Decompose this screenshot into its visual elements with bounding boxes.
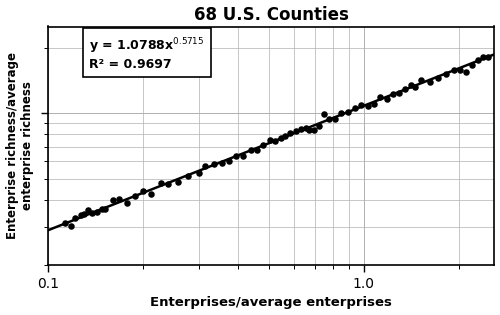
- Title: 68 U.S. Counties: 68 U.S. Counties: [194, 6, 348, 24]
- Point: [324, 117, 332, 122]
- Point: [266, 138, 274, 143]
- Point: [302, 125, 310, 130]
- Point: [462, 70, 470, 75]
- Point: [174, 179, 182, 184]
- Point: [292, 128, 300, 133]
- Point: [389, 91, 397, 96]
- Point: [344, 109, 352, 114]
- Point: [314, 124, 322, 129]
- Point: [225, 158, 233, 163]
- Point: [434, 76, 442, 81]
- Point: [282, 134, 290, 139]
- Point: [80, 211, 88, 216]
- Point: [130, 194, 138, 199]
- Point: [259, 142, 267, 147]
- Point: [370, 101, 378, 106]
- Point: [239, 154, 247, 159]
- Point: [123, 201, 131, 206]
- Point: [102, 206, 110, 211]
- Point: [395, 91, 403, 96]
- Point: [157, 180, 165, 185]
- Point: [468, 62, 476, 67]
- Point: [184, 173, 192, 178]
- Point: [84, 207, 92, 212]
- Point: [277, 135, 285, 140]
- Point: [147, 191, 155, 196]
- Point: [358, 102, 366, 107]
- Point: [426, 79, 434, 84]
- Point: [164, 181, 172, 186]
- Y-axis label: Enterprise richness/average
enterprise richness: Enterprise richness/average enterprise r…: [6, 52, 34, 239]
- Point: [210, 161, 218, 166]
- Point: [480, 55, 488, 60]
- Point: [272, 139, 280, 144]
- Point: [376, 94, 384, 99]
- Point: [456, 67, 464, 72]
- Point: [305, 128, 313, 133]
- Point: [330, 116, 338, 121]
- Point: [139, 189, 147, 194]
- Point: [417, 78, 425, 83]
- X-axis label: Enterprises/average enterprises: Enterprises/average enterprises: [150, 296, 392, 309]
- Point: [412, 84, 420, 89]
- Point: [232, 153, 240, 158]
- Point: [98, 206, 106, 211]
- Point: [383, 96, 391, 101]
- Point: [286, 130, 294, 135]
- Point: [296, 127, 304, 132]
- Point: [108, 197, 116, 202]
- Point: [218, 160, 226, 165]
- Point: [247, 147, 255, 152]
- Point: [88, 210, 96, 215]
- Point: [351, 105, 359, 110]
- Point: [364, 104, 372, 109]
- Text: y = 1.0788x$^{0.5715}$
R² = 0.9697: y = 1.0788x$^{0.5715}$ R² = 0.9697: [89, 37, 204, 71]
- Point: [442, 71, 450, 76]
- Point: [61, 220, 69, 226]
- Point: [474, 58, 482, 63]
- Point: [450, 67, 458, 72]
- Point: [338, 111, 345, 116]
- Point: [93, 209, 101, 214]
- Point: [406, 83, 414, 88]
- Point: [194, 171, 202, 176]
- Point: [202, 163, 209, 168]
- Point: [484, 54, 492, 59]
- Point: [115, 197, 123, 202]
- Point: [67, 223, 75, 228]
- Point: [77, 212, 85, 217]
- Point: [400, 86, 408, 91]
- Point: [320, 111, 328, 116]
- Point: [253, 147, 261, 152]
- Point: [72, 215, 80, 220]
- Point: [310, 128, 318, 133]
